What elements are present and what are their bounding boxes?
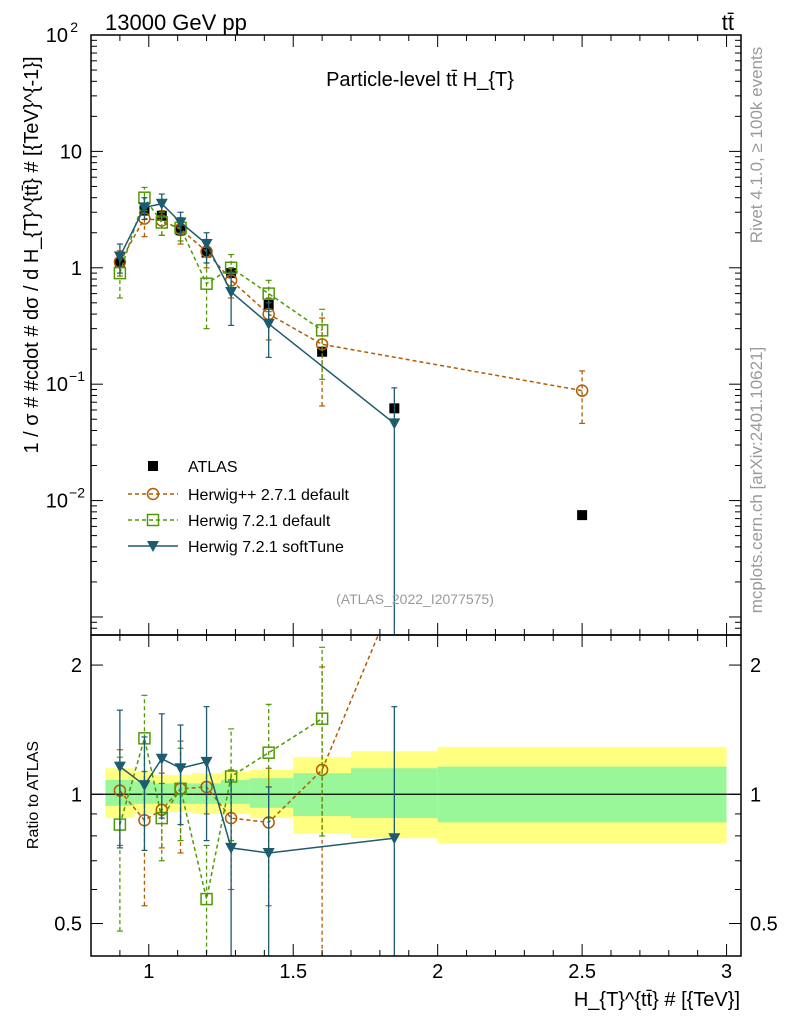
- herwig72-point: [315, 324, 329, 337]
- ratio-band-stat-uncertainty: [249, 778, 294, 808]
- herwigpp-point: [575, 384, 589, 397]
- legend-marker: [147, 541, 159, 552]
- legend-label: Herwig 7.2.1 softTune: [188, 539, 344, 556]
- legend-entry-herwigpp: Herwig++ 2.7.1 default: [128, 487, 350, 504]
- legend: ATLAS Herwig++ 2.7.1 default Herwig 7.2.1 …: [128, 459, 350, 556]
- herwigpp-line: [119, 217, 583, 392]
- softtune-point: [174, 217, 187, 229]
- ratio-y-tick-label-right: 0.5: [750, 913, 778, 935]
- softtune-point: [200, 239, 213, 251]
- softtune-point: [113, 251, 126, 263]
- legend-marker: [146, 513, 160, 527]
- softtune-point: [388, 418, 401, 430]
- mcplots-label: mcplots.cern.ch [arXiv:2401.10621]: [747, 347, 766, 613]
- legend-label: Herwig++ 2.7.1 default: [188, 487, 350, 504]
- rivet-version-label: Rivet 4.1.0, ≥ 100k events: [747, 47, 766, 243]
- y-tick-label: 10: [46, 374, 68, 396]
- y-tick-label-exponent: 2: [70, 19, 78, 35]
- energy-label: 13000 GeV pp: [105, 10, 247, 35]
- ratio-panel: 1 1.5 2 2.5 3 0.5 0.5 1 1 2 2 Ratio to ATLAS H_{T}…: [25, 634, 778, 1011]
- y-axis-label: 1 / σ # #cdot # dσ / d H_{T}^{tt̄} # [{T…: [21, 56, 43, 453]
- ratio-y-tick-label-right: 2: [750, 655, 761, 677]
- ratio-y-tick-label: 2: [71, 655, 82, 677]
- legend-entry-atlas: ATLAS: [148, 459, 238, 476]
- ratio-softtune-point: [138, 780, 151, 792]
- legend-entry-softtune: Herwig 7.2.1 softTune: [128, 539, 344, 556]
- x-tick-label: 1.5: [279, 961, 307, 983]
- x-tick-label: 3: [721, 961, 732, 983]
- atlas-point: [577, 510, 588, 521]
- process-label: tt̄: [722, 10, 734, 35]
- ratio-softtune-point: [388, 833, 401, 845]
- ratio-softtune-point: [113, 761, 126, 773]
- ratio-softtune-point: [262, 847, 275, 859]
- y-tick-label: 10: [46, 25, 68, 47]
- herwig72-point: [200, 277, 213, 290]
- softtune-line: [119, 202, 395, 425]
- ratio-y-axis-label: Ratio to ATLAS: [25, 741, 42, 849]
- legend-marker: [146, 487, 160, 501]
- x-tick-label: 2.5: [568, 961, 596, 983]
- ratio-herwig72-point: [315, 712, 329, 725]
- legend-label: Herwig 7.2.1 default: [188, 513, 331, 530]
- herwig72-point: [155, 216, 169, 229]
- y-tick-label-exponent: −2: [69, 485, 85, 501]
- ratio-softtune-point: [155, 753, 168, 765]
- ratio-band-stat-uncertainty: [221, 779, 250, 804]
- ratio-band-stat-uncertainty: [154, 783, 172, 804]
- y-tick-label: 10: [60, 141, 82, 163]
- softtune-point: [225, 286, 238, 298]
- ratio-frame: [90, 634, 742, 957]
- ratio-y-tick-label: 0.5: [54, 913, 82, 935]
- analysis-id-label: (ATLAS_2022_I2077575): [336, 591, 494, 607]
- y-tick-label-exponent: −1: [69, 368, 85, 384]
- atlas-point: [317, 346, 328, 357]
- x-tick-label: 2: [432, 961, 443, 983]
- ratio-softtune-point: [174, 763, 187, 775]
- legend-entry-herwig72: Herwig 7.2.1 default: [128, 513, 331, 530]
- ratio-softtune-point: [225, 842, 238, 854]
- softtune-point: [138, 202, 151, 214]
- legend-label: ATLAS: [188, 459, 238, 476]
- y-tick-label: 1: [71, 258, 82, 280]
- softtune-point: [262, 318, 275, 330]
- ratio-herwig72-point: [262, 746, 275, 759]
- ratio-y-tick-label-right: 1: [750, 784, 761, 806]
- ratio-softtune-point: [200, 756, 213, 768]
- x-axis-label: H_{T}^{tt̄} # [{TeV}]: [574, 989, 740, 1011]
- plot-title: Particle-level tt̄ H_{T}: [326, 69, 514, 91]
- x-tick-label: 1: [143, 961, 154, 983]
- herwig72-point: [262, 287, 275, 300]
- y-tick-label: 10: [46, 491, 68, 513]
- ratio-herwig72-line: [119, 718, 323, 900]
- ratio-herwig72-point: [200, 892, 213, 906]
- softtune-point: [155, 198, 168, 210]
- herwig72-line: [119, 196, 323, 331]
- ratio-y-tick-label: 1: [71, 784, 82, 806]
- legend-marker: [148, 461, 158, 471]
